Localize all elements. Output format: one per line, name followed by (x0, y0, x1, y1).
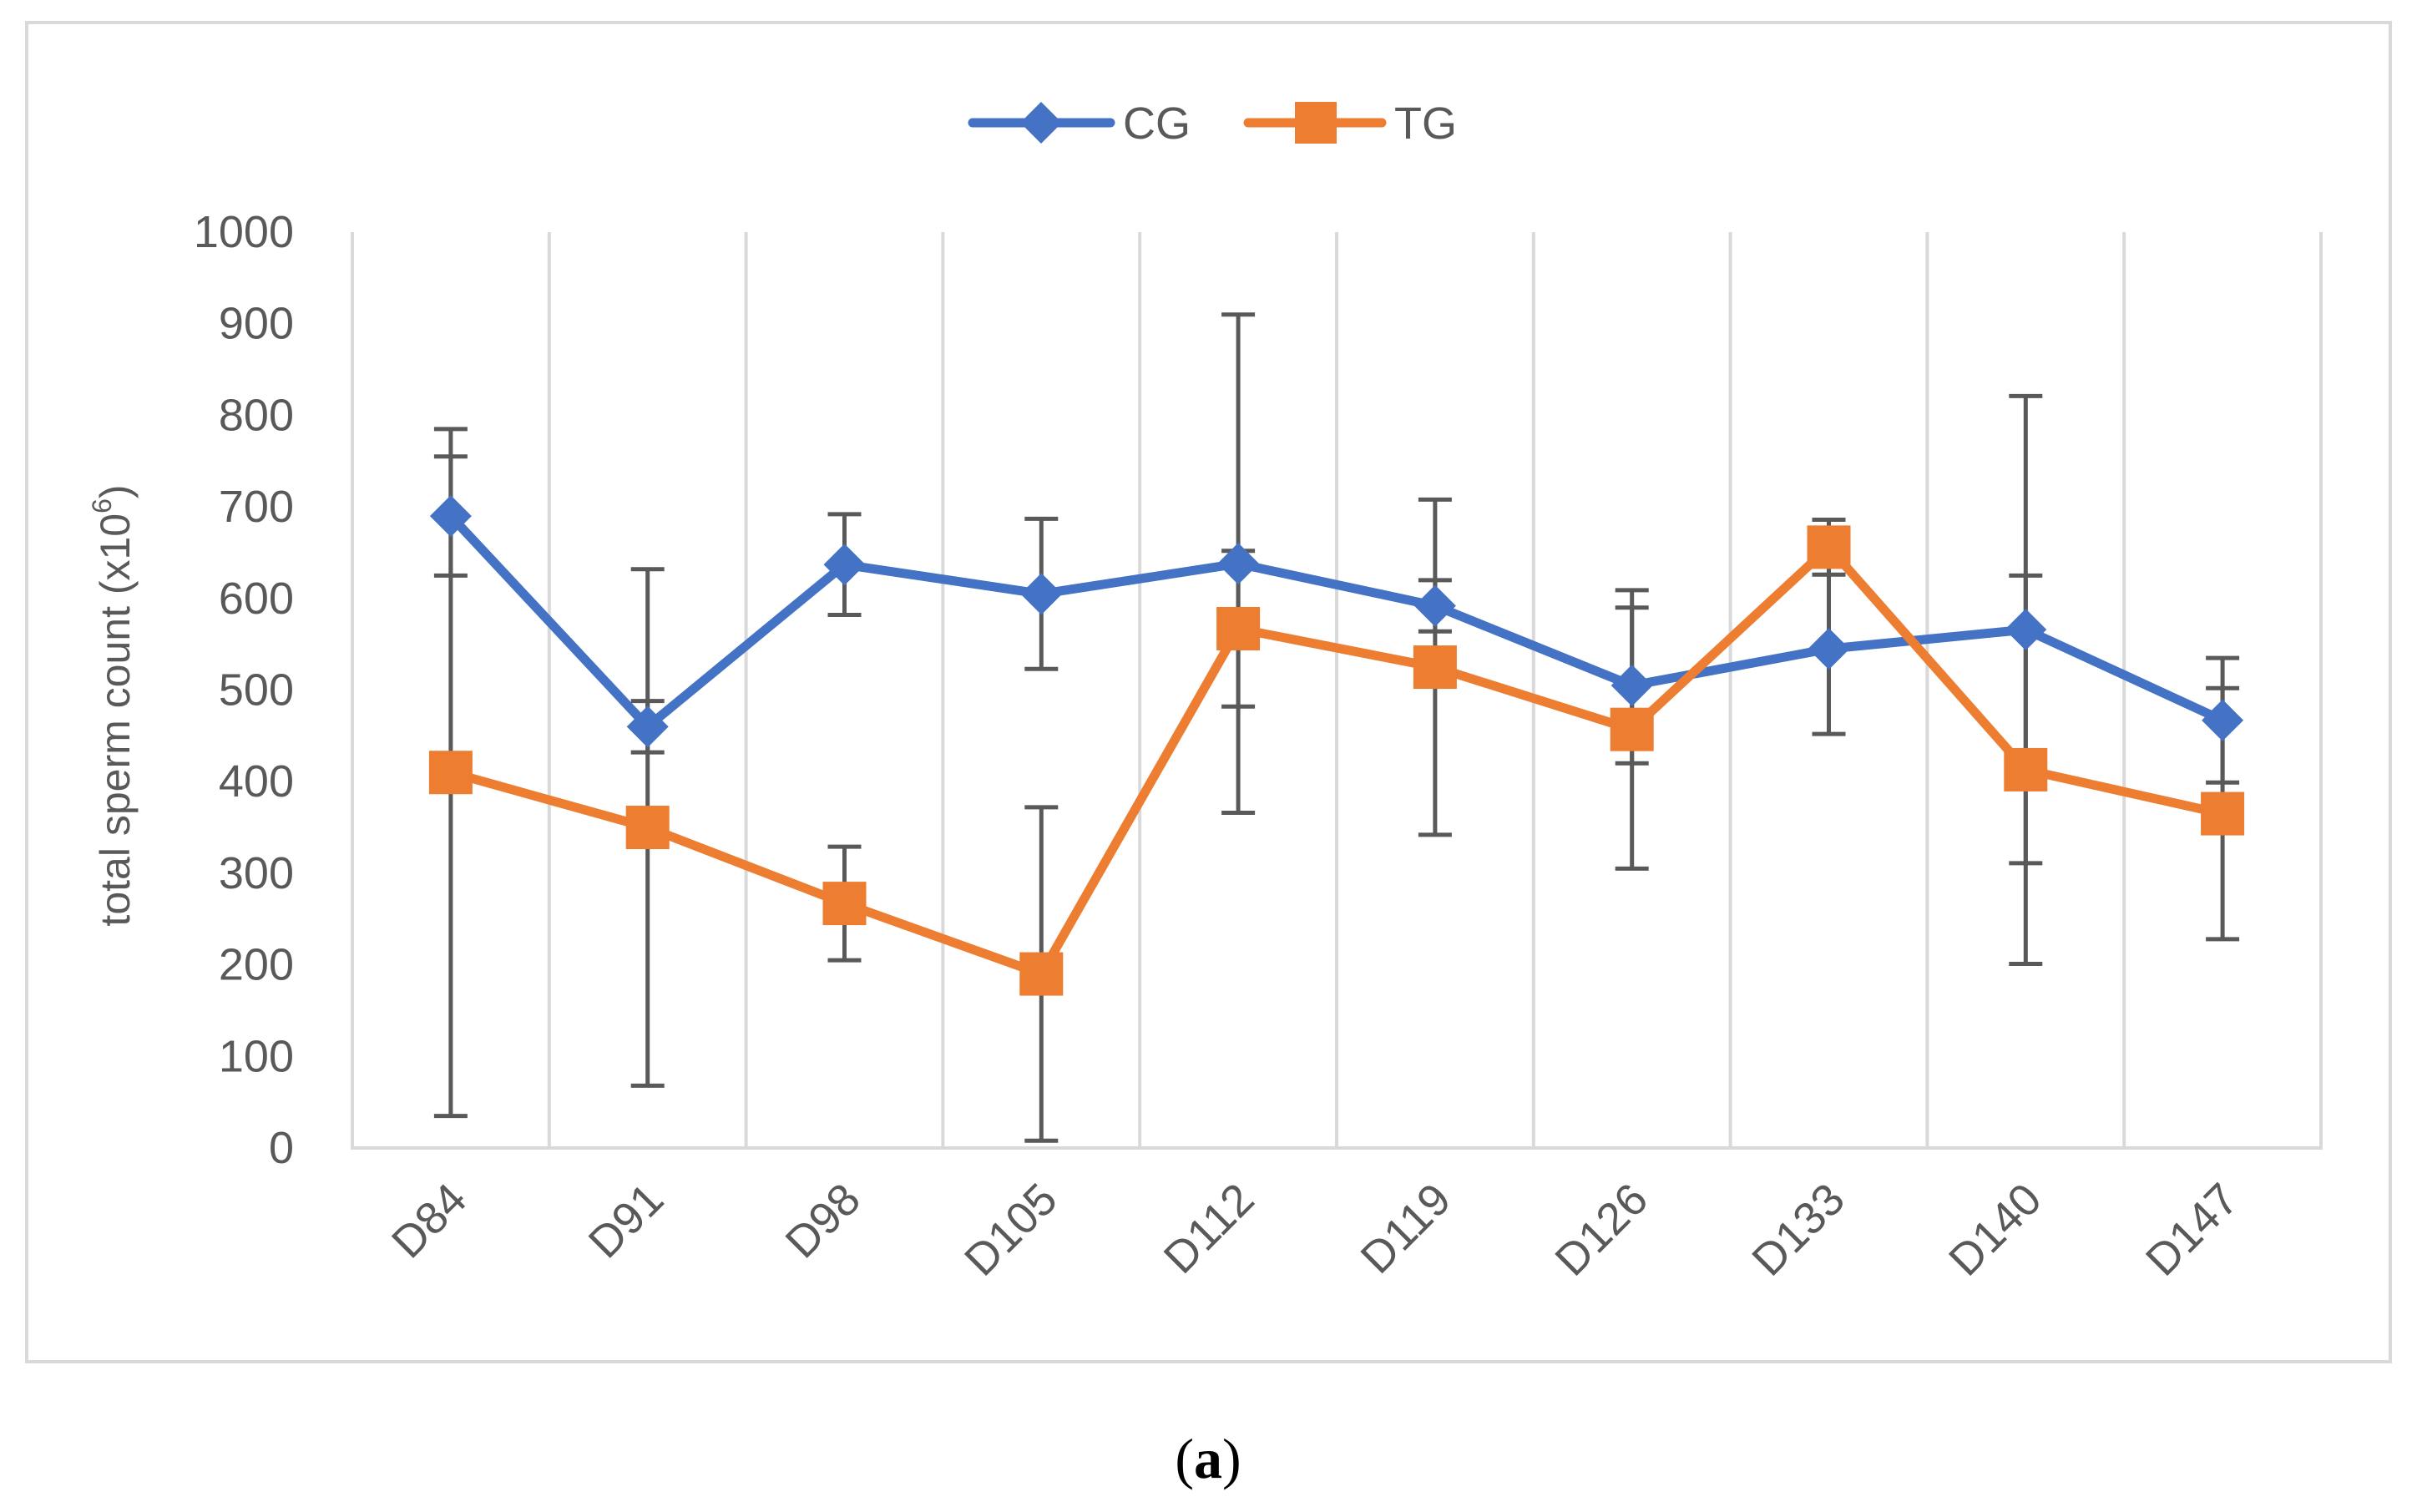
y-tick-label: 1000 (194, 207, 294, 257)
data-point-tg (1413, 645, 1457, 690)
legend-label-cg: CG (1123, 99, 1191, 149)
data-point-tg (428, 751, 473, 795)
data-point-cg (1217, 543, 1260, 585)
legend-swatch-tg-marker (1295, 102, 1337, 144)
data-point-tg (2004, 747, 2048, 791)
y-tick-labels: 0 100 200 300 400 500 600 700 800 900 1000 (194, 207, 294, 1173)
chart-frame (25, 21, 2392, 1363)
data-point-cg (2202, 699, 2244, 741)
caption-open-paren: ( (1175, 1427, 1194, 1490)
gridlines (351, 232, 2323, 1150)
data-point-cg (1413, 584, 1456, 627)
caption-label: a (1194, 1427, 1222, 1490)
data-point-tg (1610, 707, 1654, 751)
y-axis-label-suffix: ) (92, 484, 139, 498)
data-point-cg (2005, 609, 2047, 651)
data-point-cg (1808, 628, 1850, 670)
y-axis-label: total sperm count (x106) (87, 484, 139, 926)
data-point-tg (1019, 952, 1064, 996)
y-axis-label-main: total sperm count (x10 (92, 513, 139, 927)
y-tick-label: 200 (219, 940, 294, 990)
data-point-cg (626, 705, 669, 748)
y-tick-label: 400 (219, 756, 294, 807)
data-point-tg (1216, 607, 1261, 651)
data-point-cg (1020, 573, 1063, 615)
y-tick-label: 100 (219, 1031, 294, 1081)
data-point-cg (1610, 665, 1653, 707)
series-lines (446, 511, 2227, 979)
legend-item-tg: TG (1243, 99, 1457, 149)
legend-item-cg: CG (968, 99, 1191, 149)
data-point-tg (625, 806, 670, 850)
legend-label-tg: TG (1394, 99, 1457, 149)
y-tick-label: 0 (269, 1123, 294, 1173)
data-point-tg (822, 882, 867, 926)
y-tick-label: 900 (219, 299, 294, 349)
data-point-tg (1807, 525, 1851, 569)
legend: CG TG (968, 99, 1457, 149)
series-markers (428, 495, 2245, 996)
y-tick-label: 700 (219, 482, 294, 532)
y-axis-label-superscript: 6 (87, 498, 117, 513)
legend-swatch-cg-marker (1020, 102, 1062, 144)
data-point-cg (823, 544, 866, 586)
y-tick-label: 600 (219, 574, 294, 624)
series-line-cg (446, 511, 2227, 731)
data-point-tg (2201, 791, 2245, 836)
figure-caption: (a) (1175, 1427, 1241, 1490)
series-line-tg (446, 542, 2227, 979)
y-tick-label: 500 (219, 665, 294, 716)
y-tick-label: 800 (219, 390, 294, 440)
caption-close-paren: ) (1222, 1427, 1241, 1490)
data-point-cg (429, 495, 472, 538)
y-tick-label: 300 (219, 848, 294, 898)
